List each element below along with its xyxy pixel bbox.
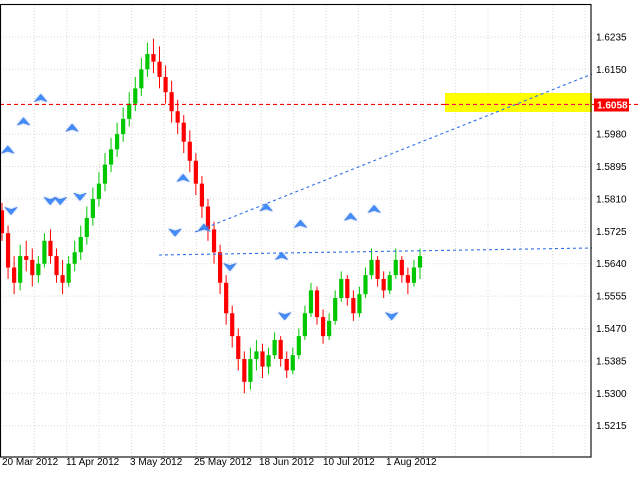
svg-text:1.5300: 1.5300 bbox=[596, 389, 627, 400]
svg-text:1.5555: 1.5555 bbox=[596, 292, 627, 303]
svg-text:1.5980: 1.5980 bbox=[596, 130, 627, 141]
svg-text:1.6150: 1.6150 bbox=[596, 65, 627, 76]
svg-text:1.6235: 1.6235 bbox=[596, 32, 627, 43]
svg-text:1.5470: 1.5470 bbox=[596, 324, 627, 335]
svg-text:1.6058: 1.6058 bbox=[597, 101, 628, 112]
svg-text:1.5385: 1.5385 bbox=[596, 356, 627, 367]
svg-text:1.5810: 1.5810 bbox=[596, 194, 627, 205]
svg-text:10 Jul 2012: 10 Jul 2012 bbox=[323, 457, 375, 468]
svg-text:1.5895: 1.5895 bbox=[596, 162, 627, 173]
svg-text:1 Aug 2012: 1 Aug 2012 bbox=[386, 457, 437, 468]
svg-text:1.5215: 1.5215 bbox=[596, 421, 627, 432]
svg-text:25 May 2012: 25 May 2012 bbox=[194, 457, 252, 468]
svg-text:11 Apr 2012: 11 Apr 2012 bbox=[66, 457, 120, 468]
svg-text:18 Jun 2012: 18 Jun 2012 bbox=[259, 457, 314, 468]
svg-text:20 Mar 2012: 20 Mar 2012 bbox=[2, 457, 59, 468]
svg-text:3 May 2012: 3 May 2012 bbox=[130, 457, 183, 468]
svg-text:1.5725: 1.5725 bbox=[596, 227, 627, 238]
svg-text:1.5640: 1.5640 bbox=[596, 259, 627, 270]
